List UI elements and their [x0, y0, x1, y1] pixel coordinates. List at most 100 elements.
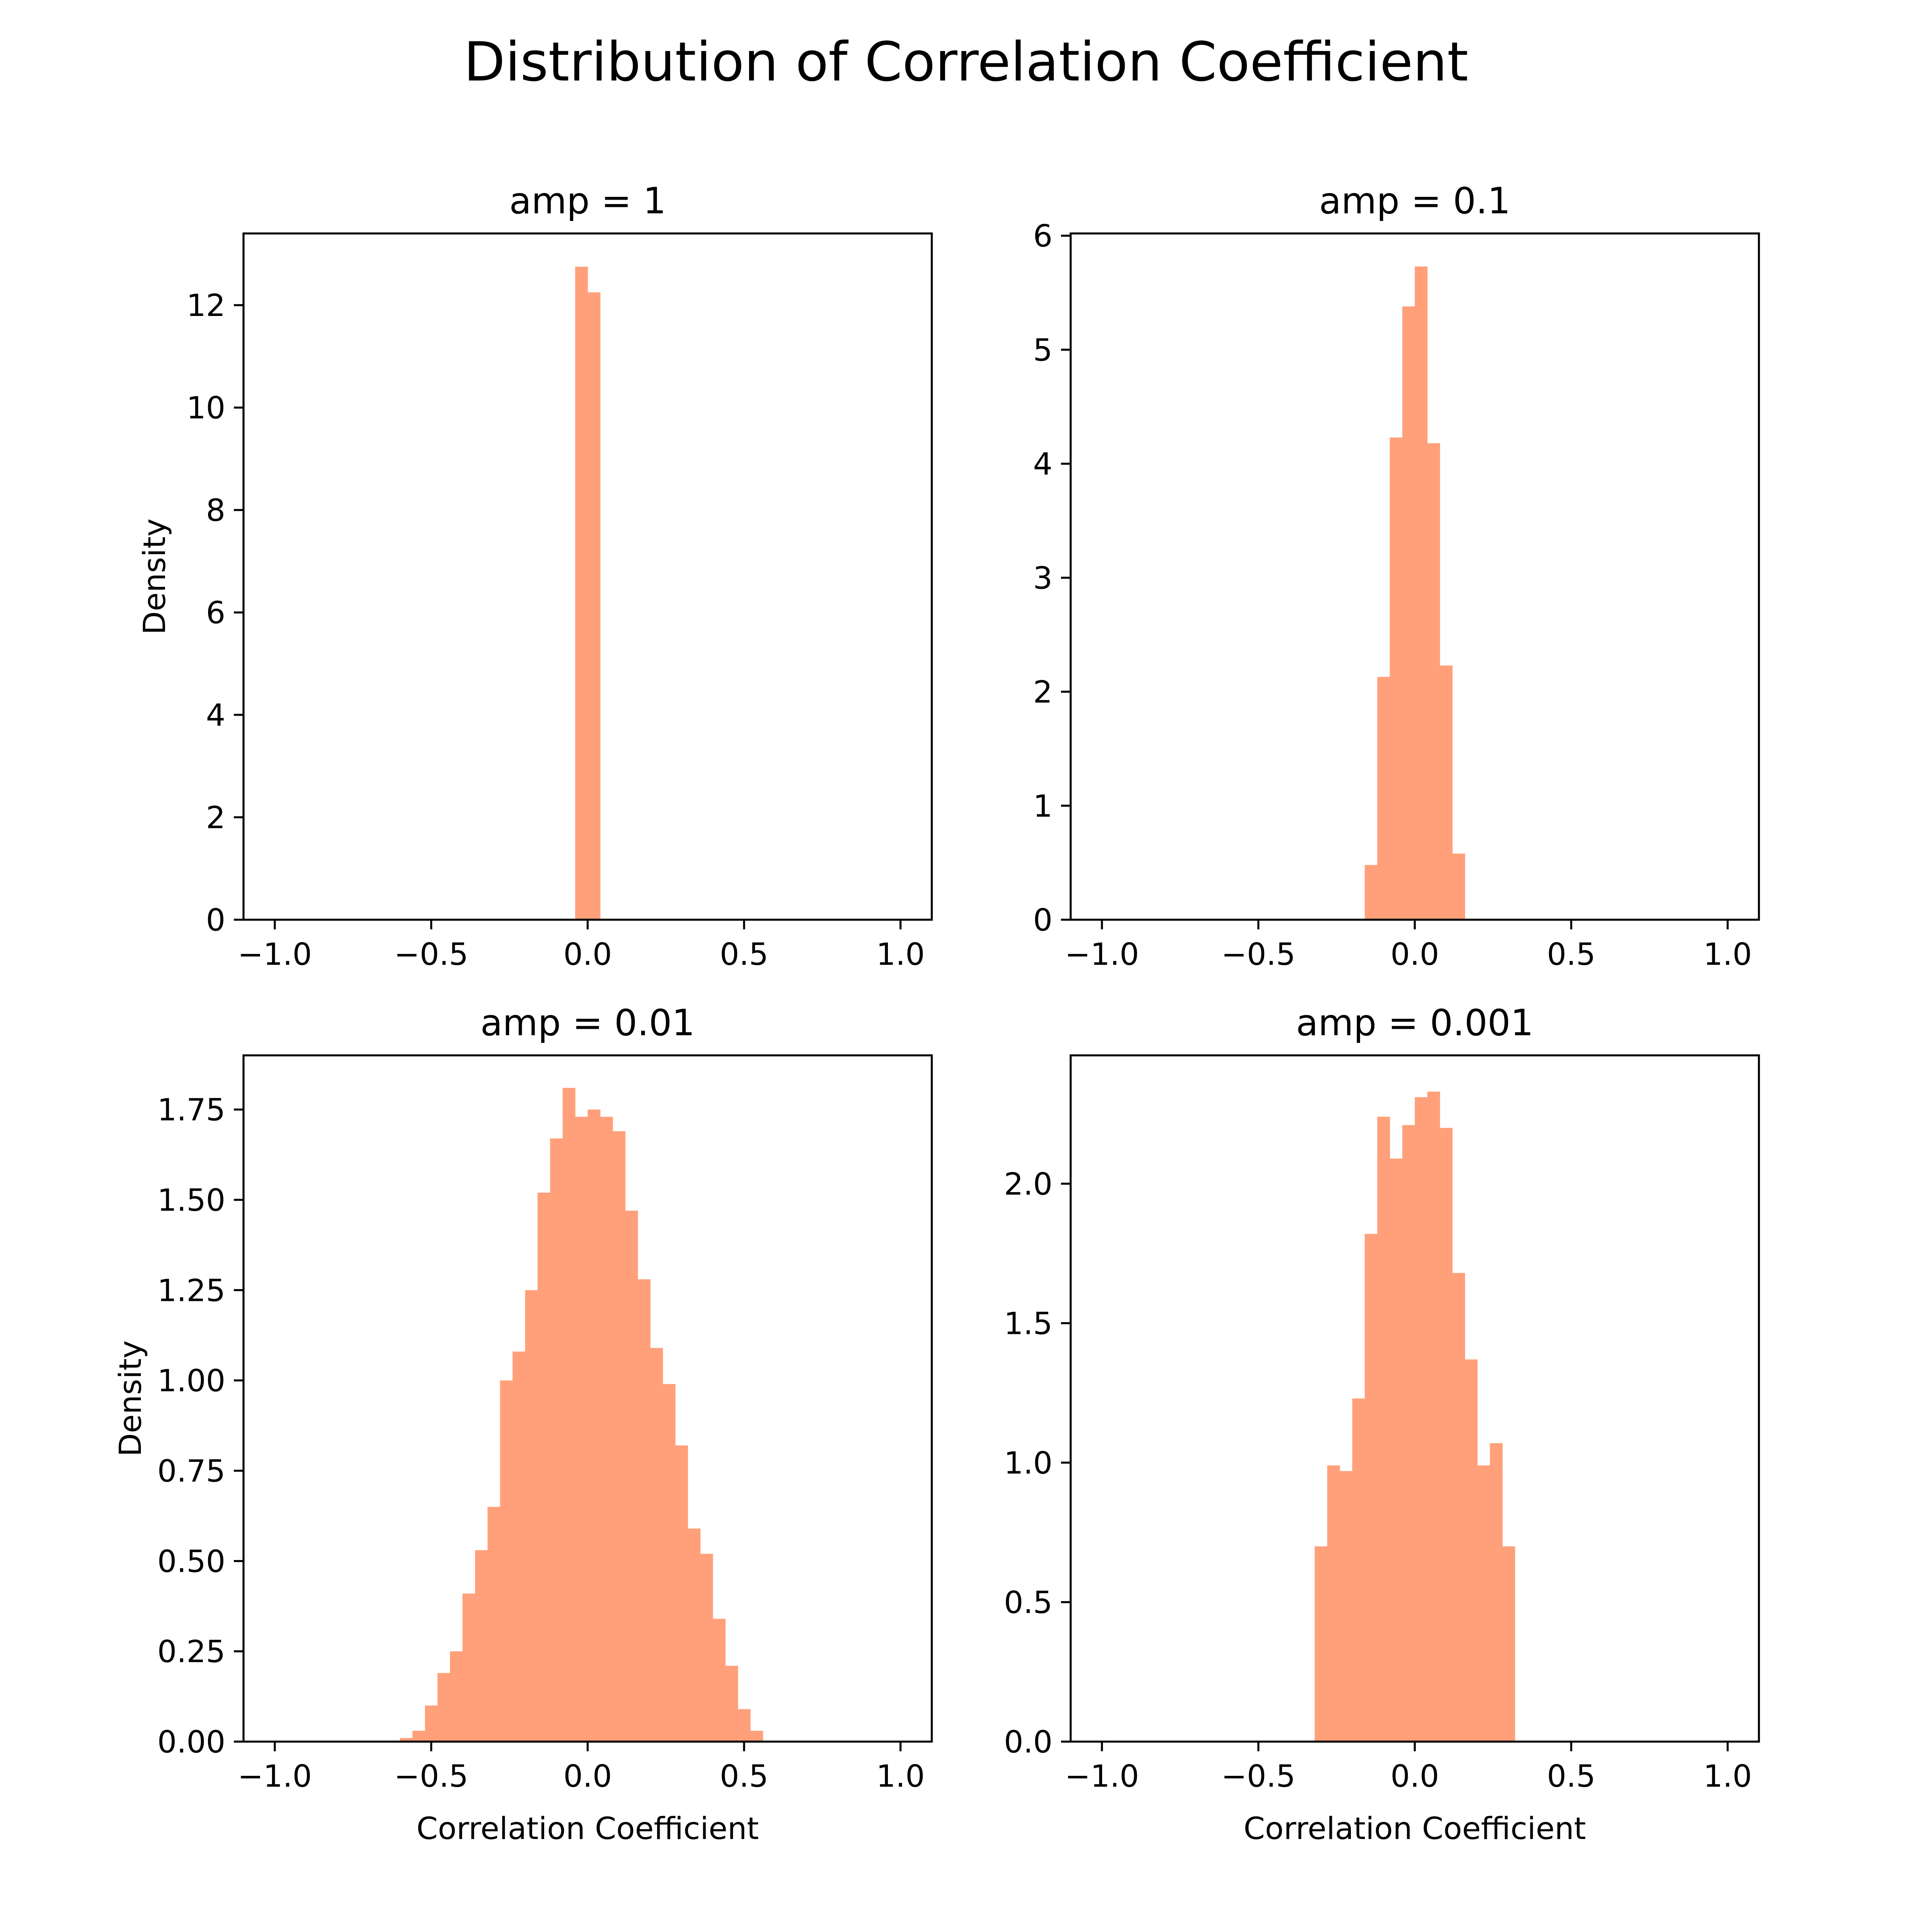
histogram-bar [1377, 677, 1390, 920]
subplot-title: amp = 0.01 [481, 1002, 695, 1044]
histogram-bar [1402, 306, 1415, 920]
x-tick-label: 1.0 [876, 1758, 925, 1794]
histogram-bar [650, 1348, 663, 1742]
histogram-bar [450, 1651, 463, 1742]
histogram-bar [1389, 437, 1403, 920]
y-tick-label: 10 [186, 390, 225, 426]
y-tick-label: 2.0 [1004, 1166, 1053, 1202]
histogram-bar [1377, 1117, 1390, 1742]
subplot-3: −1.0 −0.5 0.0 0.5 1.0 0.00 0.25 0.50 0.75 1.00 1.2… [112, 1002, 933, 1846]
histogram-bar [1452, 1273, 1465, 1742]
histogram-bar [700, 1554, 713, 1742]
subplot-title: amp = 0.1 [1319, 180, 1511, 222]
histogram-bar [1440, 665, 1453, 920]
y-tick-label: 1 [1033, 788, 1053, 824]
histogram-bar [750, 1731, 763, 1742]
histogram-bar [1427, 443, 1440, 920]
x-tick-label: −1.0 [1065, 936, 1139, 972]
y-tick-label: 1.75 [157, 1092, 225, 1128]
histogram-bar [425, 1705, 438, 1742]
x-tick-label: 0.5 [720, 936, 768, 972]
histogram-bar [1402, 1125, 1415, 1742]
histogram-bar [1452, 853, 1465, 920]
subplot-title: amp = 0.001 [1296, 1002, 1534, 1044]
histogram-bar [412, 1731, 425, 1742]
x-tick-label: 0.5 [720, 1758, 768, 1794]
x-axis-label: Correlation Coefficient [1244, 1810, 1586, 1846]
histogram-bar [600, 1117, 613, 1742]
histogram-bar [1465, 1359, 1478, 1742]
subplot-4: −1.0 −0.5 0.0 0.5 1.0 0.0 0.5 1.0 1.5 2.0 amp = 0.… [1004, 1002, 1760, 1846]
histogram-bar [400, 1738, 413, 1742]
y-tick-label: 0.75 [157, 1453, 225, 1489]
y-axis-label: Density [112, 1340, 148, 1457]
x-tick-label: 1.0 [876, 936, 925, 972]
x-tick-label: 0.0 [1391, 1758, 1439, 1794]
histogram-bar [1389, 1158, 1403, 1742]
x-tick-label: 0.0 [564, 936, 612, 972]
histogram-bar [625, 1210, 638, 1742]
y-tick-label: 1.00 [157, 1363, 225, 1399]
histogram-bar [638, 1279, 651, 1742]
y-tick-label: 12 [186, 287, 225, 323]
histogram-bar [588, 292, 601, 920]
y-tick-label: 1.25 [157, 1272, 225, 1308]
histogram-bar [537, 1193, 551, 1742]
histogram-bar [1340, 1471, 1353, 1742]
subplot-1: −1.0 −0.5 0.0 0.5 1.0 0 2 4 6 8 10 12 amp = 1 Density [136, 180, 933, 972]
histogram-bar [525, 1290, 538, 1742]
x-tick-label: −0.5 [1221, 936, 1296, 972]
x-tick-label: −1.0 [237, 1758, 312, 1794]
x-tick-label: 1.0 [1703, 936, 1752, 972]
histogram-bar [663, 1384, 676, 1742]
y-tick-label: 0 [1033, 902, 1053, 938]
x-tick-label: 0.5 [1547, 936, 1596, 972]
histogram-bar [437, 1673, 450, 1742]
y-tick-label: 2 [1033, 674, 1053, 710]
histogram-bar [675, 1445, 688, 1742]
y-tick-label: 6 [1033, 218, 1053, 254]
histogram-bar [1427, 1092, 1440, 1742]
histogram-bar [487, 1507, 500, 1742]
histogram-bar [1502, 1546, 1515, 1742]
figure-title: Distribution of Correlation Coefficient [464, 31, 1468, 93]
x-tick-label: 0.0 [564, 1758, 612, 1794]
histogram-bar [562, 1088, 576, 1742]
x-tick-label: 0.0 [1391, 936, 1439, 972]
histogram-bar [575, 266, 588, 920]
y-tick-label: 0.0 [1004, 1724, 1053, 1760]
y-tick-label: 4 [1033, 446, 1053, 482]
histogram-bar [512, 1351, 526, 1742]
histogram-bar [1327, 1465, 1340, 1742]
x-tick-label: −0.5 [1221, 1758, 1296, 1794]
x-tick-label: −1.0 [237, 936, 312, 972]
x-tick-label: −0.5 [394, 1758, 469, 1794]
histogram-bar [575, 1117, 588, 1742]
histogram-bar [1477, 1465, 1490, 1742]
x-tick-label: 1.0 [1703, 1758, 1752, 1794]
subplot-title: amp = 1 [509, 180, 666, 222]
y-tick-label: 6 [206, 595, 225, 631]
y-tick-label: 0 [206, 902, 225, 938]
histogram-bar [475, 1550, 488, 1742]
histogram-bar [462, 1593, 475, 1742]
histogram-bar [687, 1528, 701, 1742]
y-tick-label: 4 [206, 697, 225, 733]
histogram-bar [613, 1131, 625, 1742]
y-tick-label: 1.0 [1004, 1445, 1053, 1481]
y-tick-label: 0.50 [157, 1543, 225, 1579]
x-tick-label: −0.5 [394, 936, 469, 972]
y-tick-label: 1.5 [1004, 1305, 1053, 1341]
histogram-bar [1315, 1546, 1327, 1742]
x-tick-label: −1.0 [1065, 1758, 1139, 1794]
histogram-bar [725, 1666, 738, 1742]
y-tick-label: 0.5 [1004, 1584, 1053, 1620]
histogram-bar [1440, 1128, 1453, 1742]
y-tick-label: 0.00 [157, 1724, 225, 1760]
y-tick-label: 3 [1033, 560, 1053, 596]
y-tick-label: 1.50 [157, 1182, 225, 1218]
histogram-bar [588, 1109, 601, 1742]
y-tick-label: 0.25 [157, 1634, 225, 1670]
